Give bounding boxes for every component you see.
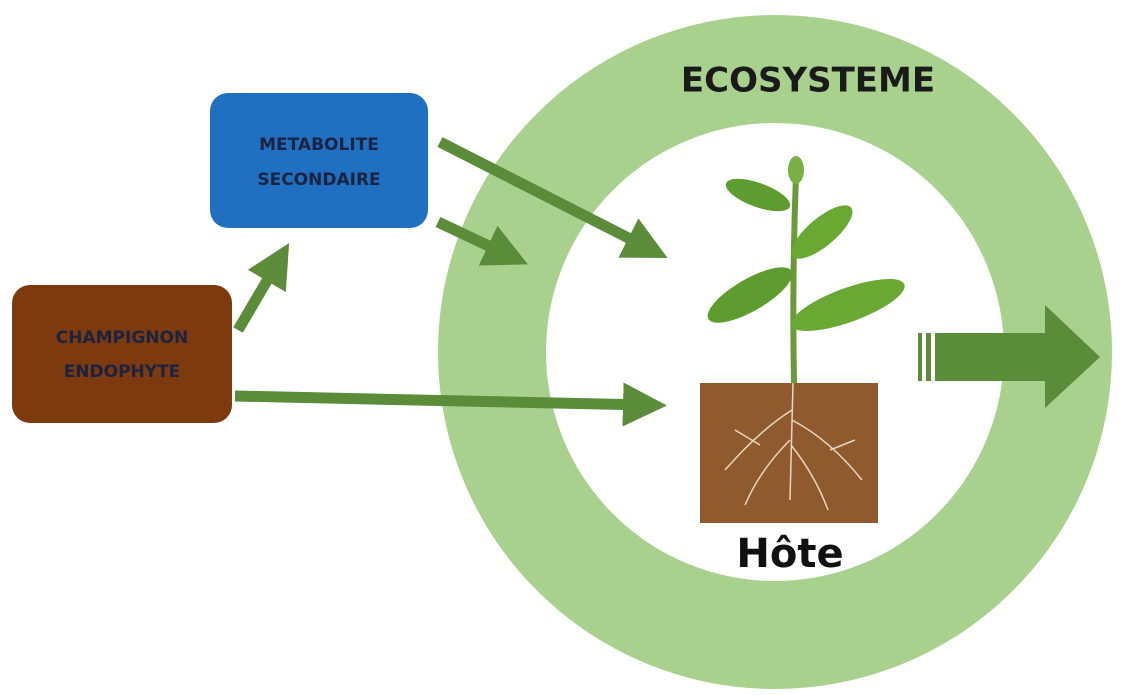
node-text: CHAMPIGNON <box>56 328 188 348</box>
node-text: ENDOPHYTE <box>64 362 181 382</box>
page: ECOSYSTEME METABOLITE SECONDAIRE CHAMPIG… <box>0 0 1145 695</box>
arrow <box>235 396 645 405</box>
node-text: METABOLITE <box>259 135 379 155</box>
node-text: SECONDAIRE <box>257 170 380 190</box>
diagram: ECOSYSTEME METABOLITE SECONDAIRE CHAMPIG… <box>0 0 1145 695</box>
metabolite-box <box>210 93 428 228</box>
plant <box>700 156 910 523</box>
host-label: Hôte <box>736 531 843 577</box>
fungus-box <box>12 285 232 423</box>
arrow <box>238 262 278 330</box>
ecosystem-label: ECOSYSTEME <box>681 61 935 101</box>
